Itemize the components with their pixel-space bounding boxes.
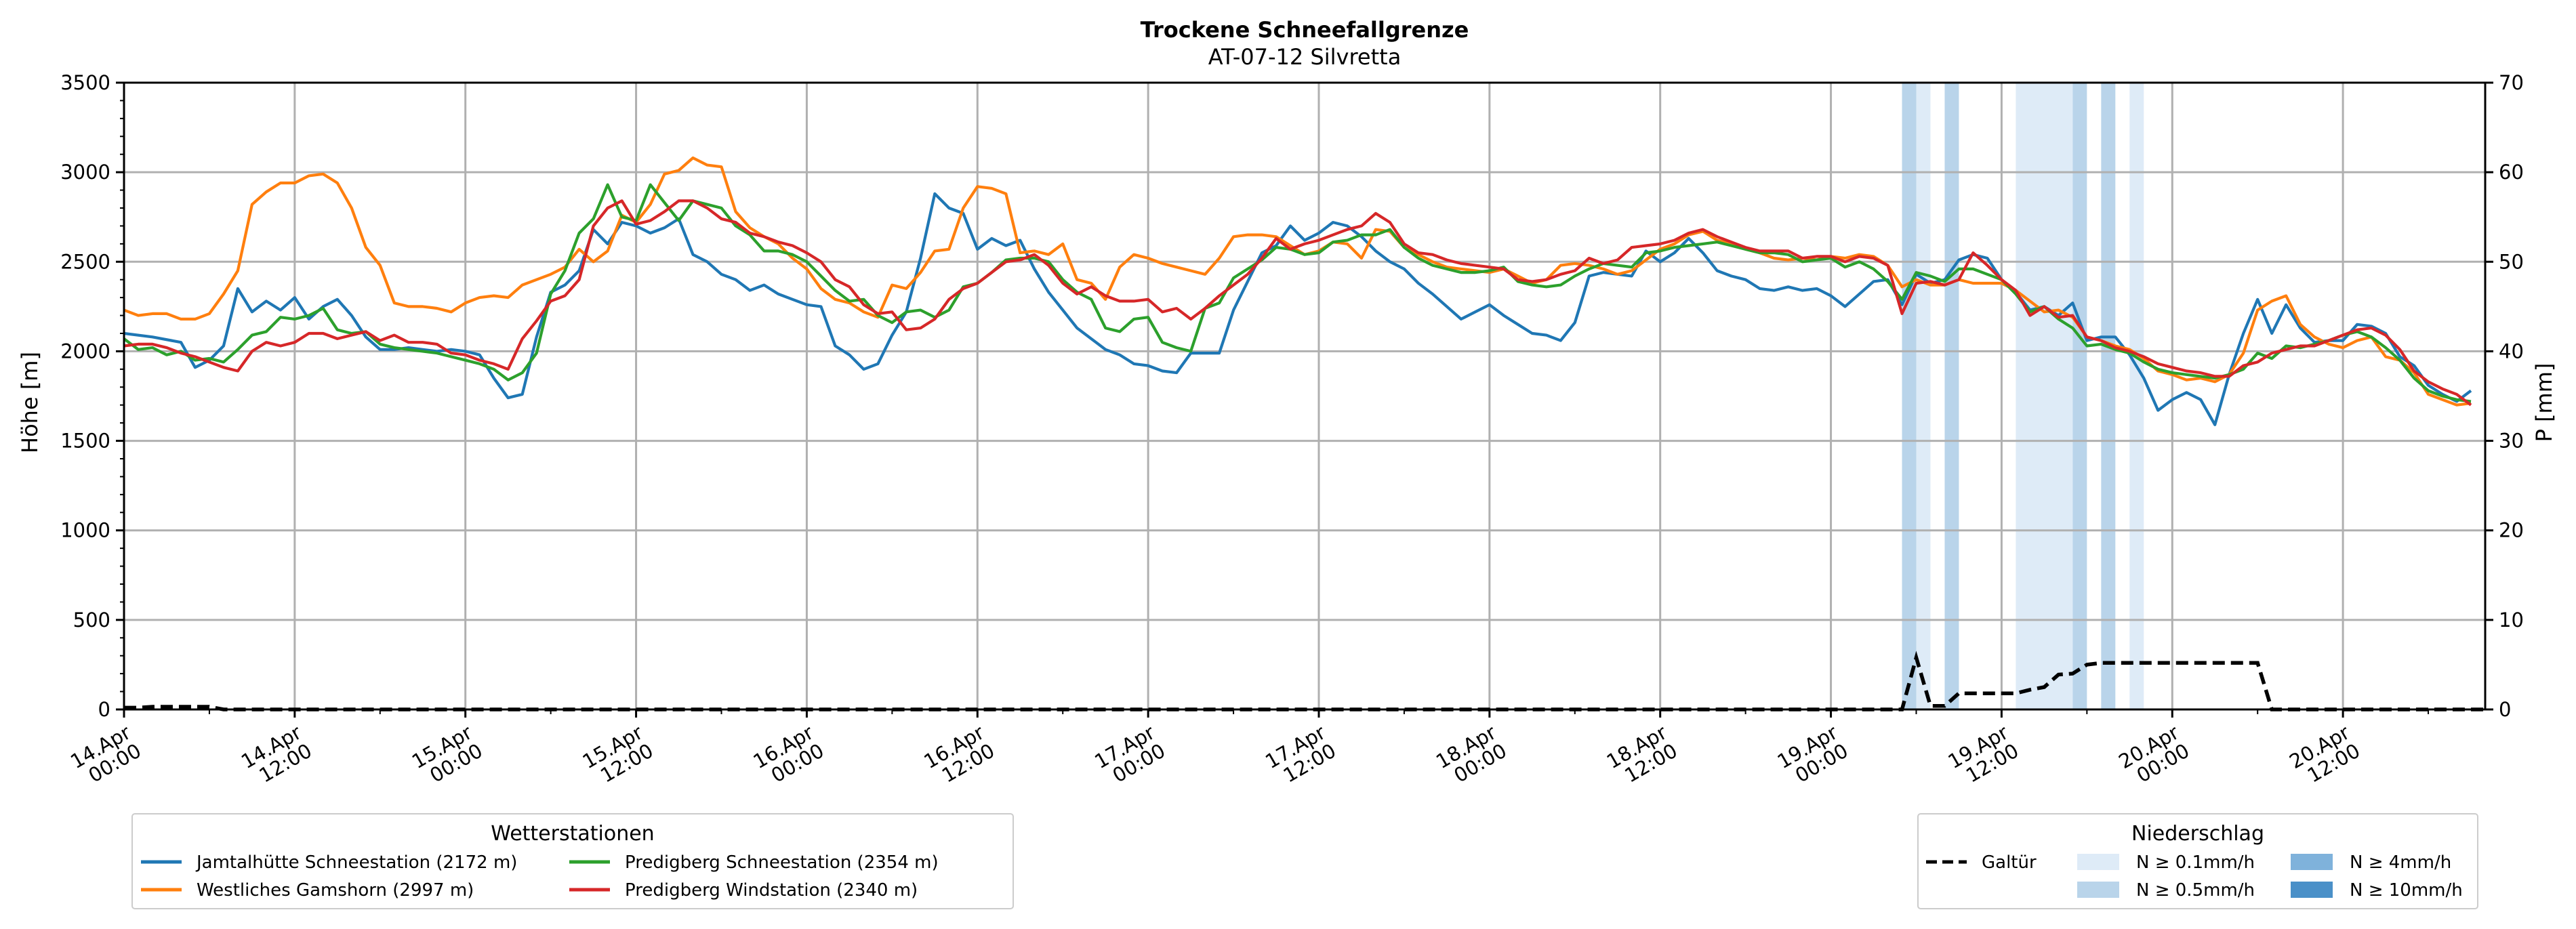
precipitation-legend-title: Niederschlag bbox=[2131, 822, 2264, 846]
y-tick-label: 2500 bbox=[60, 250, 110, 273]
y-tick-label: 3500 bbox=[60, 71, 110, 94]
legend-swatch-band-1 bbox=[2077, 882, 2119, 898]
precip-band-1 bbox=[1916, 83, 1931, 709]
y-tick-label: 500 bbox=[73, 608, 110, 632]
y2-tick-label: 0 bbox=[2499, 698, 2511, 721]
y-tick-label: 0 bbox=[98, 698, 110, 721]
grid-lines bbox=[124, 83, 2485, 709]
precip-band-2 bbox=[1944, 83, 1959, 709]
y-tick-label: 1000 bbox=[60, 519, 110, 542]
y2-tick-label: 70 bbox=[2499, 71, 2524, 94]
precip-band-5 bbox=[2101, 83, 2116, 709]
legend-label-band-0: N ≥ 0.1mm/h bbox=[2136, 852, 2255, 873]
legend-swatch-band-2 bbox=[2291, 854, 2333, 870]
y2-tick-label: 20 bbox=[2499, 519, 2524, 542]
series-line-2 bbox=[123, 183, 2472, 403]
precip-band-4 bbox=[2072, 83, 2087, 709]
y2-tick-label: 50 bbox=[2499, 250, 2524, 273]
legend-swatch-band-3 bbox=[2291, 882, 2333, 898]
station-legend: Wetterstationen Jamtalhütte Schneestatio… bbox=[131, 813, 1014, 909]
legend-label-series-2: Predigberg Schneestation (2354 m) bbox=[625, 852, 939, 873]
legend-swatch-band-0 bbox=[2077, 854, 2119, 870]
precipitation-legend: Niederschlag Galtür N ≥ 0.1mm/h N ≥ 0.5m… bbox=[1917, 813, 2478, 909]
y-tick-label: 1500 bbox=[60, 430, 110, 453]
y2-tick-label: 60 bbox=[2499, 161, 2524, 184]
y2-tick-label: 30 bbox=[2499, 430, 2524, 453]
y2-axis-label: P [mm] bbox=[2531, 363, 2557, 442]
legend-label-band-2: N ≥ 4mm/h bbox=[2350, 852, 2451, 873]
precip-band-6 bbox=[2129, 83, 2144, 709]
chart-subtitle: AT-07-12 Silvretta bbox=[1208, 44, 1402, 70]
legend-label-band-1: N ≥ 0.5mm/h bbox=[2136, 880, 2255, 901]
legend-label-series-1: Westliches Gamshorn (2997 m) bbox=[197, 880, 474, 901]
series-line-3 bbox=[123, 199, 2472, 407]
precipitation-bands bbox=[1902, 83, 2144, 709]
legend-label-series-3: Predigberg Windstation (2340 m) bbox=[625, 880, 918, 901]
legend-label-band-3: N ≥ 10mm/h bbox=[2350, 880, 2463, 901]
y-tick-label: 2000 bbox=[60, 339, 110, 363]
y2-tick-label: 40 bbox=[2499, 339, 2524, 363]
series-lines bbox=[123, 156, 2485, 711]
station-legend-title: Wetterstationen bbox=[491, 822, 654, 846]
plot-frame bbox=[123, 81, 2487, 711]
precip-band-0 bbox=[1902, 83, 1917, 709]
precip-line-galtuer bbox=[124, 651, 2485, 711]
legend-label-series-0: Jamtalhütte Schneestation (2172 m) bbox=[195, 852, 517, 873]
precip-band-3 bbox=[2016, 83, 2073, 709]
y-axis-label: Höhe [m] bbox=[17, 352, 43, 453]
legend-label-galtuer: Galtür bbox=[1982, 852, 2037, 873]
chart-title: Trockene Schneefallgrenze bbox=[1141, 17, 1469, 43]
y2-tick-label: 10 bbox=[2499, 608, 2524, 632]
y-tick-label: 3000 bbox=[60, 161, 110, 184]
